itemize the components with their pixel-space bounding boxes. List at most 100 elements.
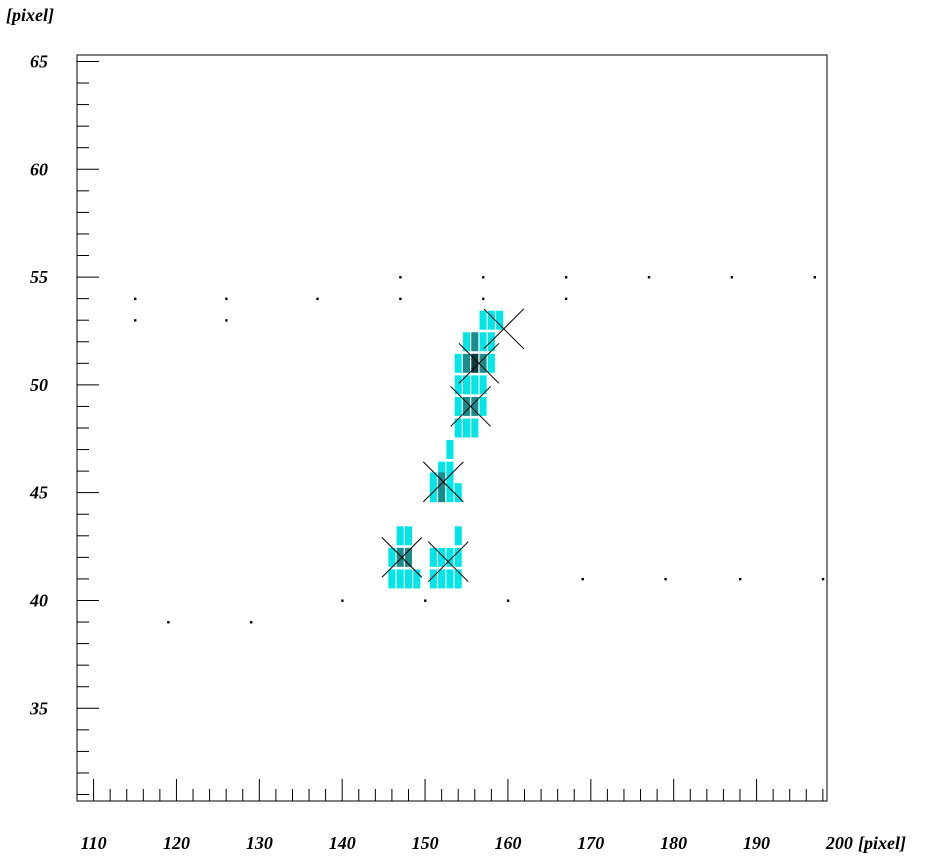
x-axis-label: [pixel]	[858, 833, 906, 853]
histogram-cell	[446, 461, 454, 481]
histogram-cell	[462, 418, 471, 438]
histogram-cell	[454, 396, 462, 416]
histogram-cell	[438, 547, 446, 567]
x-tick-label: 120	[163, 833, 190, 853]
histogram-cell	[454, 547, 462, 567]
noise-dot	[564, 297, 568, 301]
histogram-cell	[388, 569, 396, 589]
noise-dot	[730, 276, 734, 279]
x-tick-label: 160	[494, 833, 521, 853]
noise-dot	[482, 297, 485, 301]
cluster-marker	[381, 537, 423, 578]
x-tick-label: 150	[412, 833, 439, 853]
noise-dot	[167, 621, 170, 624]
noise-dot	[134, 319, 137, 322]
noise-dot	[225, 319, 228, 322]
histogram-cell	[462, 396, 471, 416]
marker-stroke	[483, 308, 525, 350]
histogram-cell	[487, 353, 495, 373]
histogram-cell	[429, 547, 437, 567]
y-axis-label: [pixel]	[6, 5, 54, 25]
histogram-cell	[438, 461, 446, 481]
x-tick-label: 180	[660, 833, 687, 853]
noise-dot	[664, 577, 667, 581]
histogram-cell	[446, 569, 454, 589]
histogram-cell	[396, 526, 404, 546]
histogram-cell	[479, 396, 487, 416]
histogram-cell	[396, 547, 404, 567]
histogram-cell	[388, 547, 396, 567]
histogram-cell	[471, 375, 479, 395]
noise-dot	[581, 577, 584, 581]
histogram-cell	[446, 472, 454, 492]
histogram-cells	[388, 310, 504, 589]
histogram-cell	[404, 526, 413, 546]
noise-dot	[134, 297, 137, 301]
histogram-cell	[438, 569, 446, 589]
y-tick-label: 40	[29, 590, 48, 610]
noise-dot	[399, 276, 402, 279]
noise-dot	[225, 297, 228, 301]
histogram-cell	[462, 353, 471, 373]
histogram-cell	[479, 353, 487, 373]
noise-dot	[341, 599, 344, 602]
histogram-cell	[413, 569, 421, 589]
noise-dot	[399, 297, 402, 301]
histogram-cell	[454, 483, 462, 503]
noise-dot	[250, 621, 253, 624]
marker-stroke	[450, 386, 491, 427]
noise-dot	[813, 276, 816, 279]
x-tick-label: 170	[577, 833, 604, 853]
cluster-marker	[427, 541, 469, 583]
cluster-marker	[458, 342, 500, 384]
x-axis-ticks	[93, 779, 824, 801]
histogram-cell	[471, 353, 479, 373]
y-tick-label: 60	[30, 159, 48, 179]
marker-stroke	[422, 461, 464, 503]
x-tick-label: 130	[246, 833, 273, 853]
histogram-cell	[446, 440, 454, 460]
y-tick-label: 55	[30, 267, 48, 287]
x-tick-label: 140	[329, 833, 356, 853]
histogram-cell	[454, 418, 462, 438]
histogram-cell	[454, 375, 462, 395]
y-tick-label: 50	[30, 375, 48, 395]
x-axis-tick-labels: 110 120 130 140 150 160 170 180 190 200	[81, 833, 853, 853]
histogram-cell	[438, 472, 446, 492]
x-tick-label: 110	[81, 833, 107, 853]
noise-dot	[506, 599, 510, 602]
cluster-markers	[381, 308, 525, 583]
noise-dot	[821, 577, 825, 581]
histogram-cell	[446, 547, 454, 567]
histogram-cell	[471, 418, 479, 438]
histogram-cell	[471, 332, 479, 352]
histogram-cell	[429, 472, 437, 492]
histogram-cell	[438, 483, 446, 503]
histogram-cell	[454, 569, 462, 589]
cluster-marker	[450, 386, 491, 427]
histogram-cell	[496, 310, 504, 330]
noise-dot	[564, 276, 568, 279]
histogram-cell	[462, 332, 471, 352]
histogram-cell	[462, 375, 471, 395]
y-tick-label: 45	[29, 483, 48, 503]
histogram-cell	[404, 547, 413, 567]
marker-stroke	[381, 537, 423, 578]
x-tick-label: 200	[825, 833, 853, 853]
histogram-cell	[429, 569, 437, 589]
histogram-cell	[479, 332, 487, 352]
noise-dot	[738, 577, 742, 581]
histogram-cell	[487, 310, 495, 330]
y-axis-ticks	[77, 60, 99, 796]
y-tick-label: 65	[30, 51, 48, 71]
noise-dot	[316, 297, 319, 301]
histogram-cell	[454, 526, 462, 546]
noise-dots	[134, 276, 825, 624]
noise-dot	[647, 276, 651, 279]
histogram-cell	[429, 483, 437, 503]
marker-stroke	[458, 342, 500, 384]
y-tick-label: 35	[29, 698, 48, 718]
plot-frame	[76, 54, 828, 802]
histogram-cell	[404, 569, 413, 589]
